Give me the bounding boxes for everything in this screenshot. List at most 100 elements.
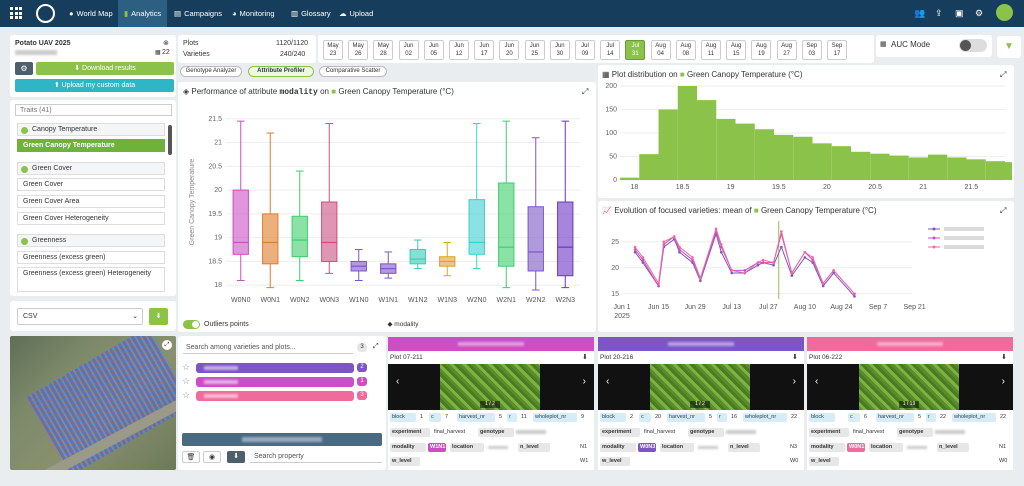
date-jun-30[interactable]: Jun 30: [549, 40, 570, 60]
date-aug-27[interactable]: Aug 27: [776, 40, 797, 60]
expand-icon[interactable]: ⤢: [1000, 70, 1007, 79]
nav-world-map[interactable]: ● World Map: [63, 0, 119, 27]
date-jul-14[interactable]: Jul 14: [600, 40, 621, 60]
box: [498, 182, 515, 267]
x-tick-label: W2N0: [467, 297, 487, 304]
user-upload-icon[interactable]: ⇪: [935, 8, 943, 18]
variety-chip[interactable]: [196, 391, 354, 401]
series-line: [634, 227, 855, 295]
variety-download-button[interactable]: ⬇: [227, 451, 245, 463]
delete-button[interactable]: 🗑: [182, 451, 200, 463]
date-aug-08[interactable]: Aug 08: [675, 40, 696, 60]
settings-button[interactable]: ⚙: [15, 62, 33, 75]
date-jun-25[interactable]: Jun 25: [524, 40, 545, 60]
tab-attribute-profiler[interactable]: Attribute Profiler: [248, 66, 314, 77]
date-jul-31[interactable]: Jul 31: [625, 40, 646, 60]
avatar[interactable]: [996, 4, 1013, 21]
series-point: [832, 269, 835, 272]
star-icon[interactable]: ☆: [182, 362, 191, 372]
nav-analytics[interactable]: ▮ Analytics: [118, 0, 168, 27]
nav-upload[interactable]: ☁ Upload: [333, 0, 379, 27]
traits-scrollbar[interactable]: [168, 125, 172, 155]
nav-monitoring[interactable]: ◕ Monitoring: [226, 0, 281, 27]
export-download-button[interactable]: ⬇: [149, 308, 168, 325]
trait-group-greenness[interactable]: Greenness: [17, 234, 165, 247]
chevron-right-icon[interactable]: ›: [1001, 376, 1005, 387]
format-select[interactable]: CSV ⌄: [17, 308, 143, 325]
nav-glossary[interactable]: ▥ Glossary: [285, 0, 337, 27]
trait-group-canopy-temperature[interactable]: Canopy Temperature: [17, 123, 165, 136]
apps-grid-icon[interactable]: [10, 7, 22, 19]
variety-chip[interactable]: [196, 363, 354, 373]
date-jun-20[interactable]: Jun 20: [499, 40, 520, 60]
trait-group-green-cover[interactable]: Green Cover: [17, 162, 165, 175]
chevron-right-icon[interactable]: ›: [582, 376, 586, 387]
chevron-left-icon[interactable]: ‹: [606, 376, 610, 387]
date-jun-17[interactable]: Jun 17: [474, 40, 495, 60]
download-results-button[interactable]: ⬇ Download results: [36, 62, 174, 75]
chevron-right-icon[interactable]: ›: [792, 376, 796, 387]
users-icon[interactable]: 👥: [914, 8, 926, 18]
star-icon[interactable]: ☆: [182, 390, 191, 400]
date-aug-11[interactable]: Aug 11: [701, 40, 721, 60]
expand-icon[interactable]: ⤢: [162, 340, 172, 350]
chevron-left-icon[interactable]: ‹: [396, 376, 400, 387]
trait-greenness-heterogeneity[interactable]: Greenness (excess green) Heterogeneity: [17, 267, 165, 292]
date-jun-05[interactable]: Jun 05: [423, 40, 444, 60]
trait-greenness[interactable]: Greenness (excess green): [17, 251, 165, 264]
trait-green-cover-area[interactable]: Green Cover Area: [17, 195, 165, 208]
date-aug-15[interactable]: Aug 15: [726, 40, 747, 60]
group-label: Green Cover: [32, 165, 73, 172]
date-jul-09[interactable]: Jul 09: [575, 40, 595, 60]
bulk-action-button[interactable]: [182, 433, 382, 446]
date-aug-04[interactable]: Aug 04: [650, 40, 671, 60]
date-jun-12[interactable]: Jun 12: [449, 40, 469, 60]
variety-chip[interactable]: [196, 377, 354, 387]
upload-custom-data-button[interactable]: ⬆ Upload my custom data: [15, 79, 174, 92]
chevron-left-icon[interactable]: ‹: [815, 376, 819, 387]
id-card-icon[interactable]: ▣: [955, 8, 964, 18]
box: [291, 215, 308, 258]
y-tick-label: 25: [611, 239, 619, 246]
nav-campaigns[interactable]: ▤ Campaigns: [168, 0, 228, 27]
star-icon[interactable]: ☆: [182, 376, 191, 386]
filter-button[interactable]: ▼: [997, 36, 1021, 58]
date-aug-19[interactable]: Aug 19: [751, 40, 772, 60]
date-may-26[interactable]: May 26: [348, 40, 369, 60]
date-may-23[interactable]: May 23: [323, 40, 343, 60]
trait-green-canopy-temperature[interactable]: Green Canopy Temperature: [17, 139, 165, 152]
histogram-bar: [908, 157, 928, 180]
close-circle-icon[interactable]: ⊗: [163, 40, 169, 47]
meta-experiment-label: experiment: [390, 428, 430, 437]
auc-toggle[interactable]: [959, 39, 987, 52]
location-value-blurred: [488, 446, 508, 449]
date-sep-17[interactable]: Sep 17: [827, 40, 847, 60]
field-map[interactable]: [10, 336, 176, 470]
tab-genotype-analyzer[interactable]: Genotype Analyzer: [180, 66, 242, 77]
tab-comparative-scatter[interactable]: Comparative Scatter: [319, 66, 387, 77]
download-icon[interactable]: ⬇: [1001, 354, 1007, 361]
variety-search-input[interactable]: Search among varieties and plots...: [183, 341, 353, 354]
download-icon[interactable]: ⬇: [792, 354, 798, 361]
download-icon[interactable]: ⬇: [582, 354, 588, 361]
user-settings-icon[interactable]: ⚙: [975, 8, 984, 18]
date-sep-03[interactable]: Sep 03: [801, 40, 822, 60]
expand-icon[interactable]: ⤢: [582, 87, 589, 96]
histogram-bar: [620, 177, 640, 180]
series-point: [756, 263, 760, 267]
trait-green-cover[interactable]: Green Cover: [17, 178, 165, 191]
x-tick-label: 18.5: [676, 184, 690, 191]
date-month: Jun: [403, 43, 414, 49]
date-may-28[interactable]: May 28: [373, 40, 394, 60]
date-jun-02[interactable]: Jun 02: [398, 40, 419, 60]
visibility-button[interactable]: ◉: [203, 451, 221, 463]
calendar-icon: ▦: [155, 50, 161, 56]
outliers-toggle[interactable]: [183, 320, 200, 329]
x-tick-label: 20.5: [868, 184, 882, 191]
expand-icon[interactable]: ⤢: [1000, 206, 1007, 215]
trait-green-cover-heterogeneity[interactable]: Green Cover Heterogeneity: [17, 212, 165, 225]
brand-logo[interactable]: [36, 4, 55, 23]
histogram-bar: [870, 153, 890, 180]
expand-icon[interactable]: ⤢: [373, 343, 379, 350]
property-search-input[interactable]: Search property: [250, 451, 382, 463]
